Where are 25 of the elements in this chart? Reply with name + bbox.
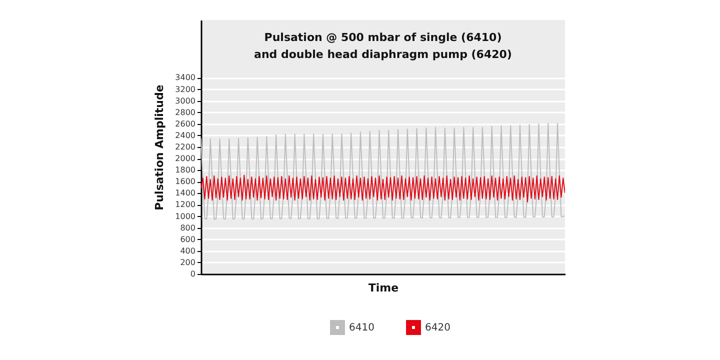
y-tick-label: 600: [180, 234, 196, 244]
y-tick-label: 1400: [175, 188, 196, 198]
y-tick-label: 1200: [175, 200, 196, 210]
y-tick-label: 0: [190, 270, 196, 278]
y-tick-label: 1600: [175, 177, 196, 186]
y-tick-label: 800: [180, 223, 196, 232]
y-tick-label: 3000: [175, 96, 196, 106]
y-tick-label: 2600: [175, 119, 196, 128]
line-series: [201, 174, 565, 202]
y-tick-label: 1800: [175, 166, 196, 175]
y-tick-label: 2800: [175, 108, 196, 117]
y-tick-label: 2200: [175, 142, 196, 152]
x-axis-title: Time: [368, 282, 399, 294]
y-tick-label: 2000: [175, 154, 196, 164]
legend-label: 6410: [349, 322, 374, 334]
y-tick-label: 3400: [175, 73, 196, 82]
y-tick-label: 1000: [175, 212, 196, 221]
y-tick-label: 200: [180, 258, 196, 267]
text: Pulsation @ 500 mbar of single (6410) and double head diaphragm pump (6420): [254, 31, 512, 61]
legend-label: 6420: [425, 322, 450, 334]
line-series: [201, 122, 565, 220]
y-tick-label: 400: [180, 246, 196, 256]
y-tick-label: 2400: [175, 130, 196, 140]
y-axis-title: Pulsation Amplitude: [153, 84, 166, 210]
y-tick-label: 3200: [175, 84, 196, 94]
